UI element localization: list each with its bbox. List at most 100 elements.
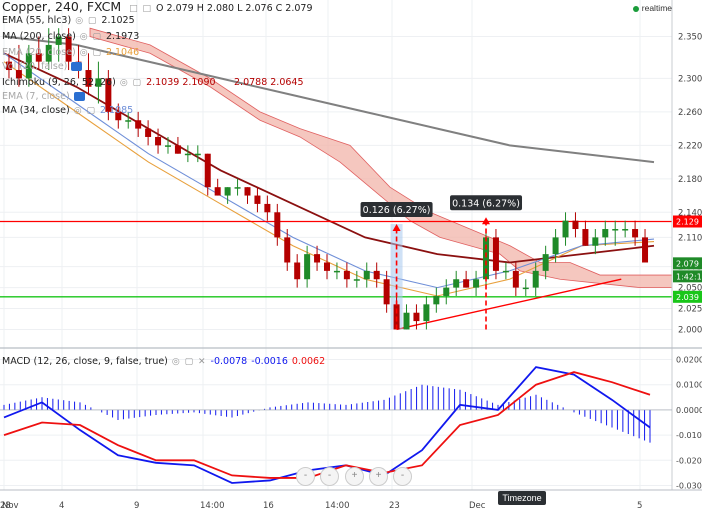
- price-label-text-support: 2.039: [676, 293, 699, 302]
- legend-ema55-label: EMA (55, hlc3): [2, 15, 72, 26]
- candle-body: [512, 270, 519, 288]
- legend-ma34[interactable]: MA (34, close) ◎ ▢ 2.1085: [2, 105, 133, 117]
- candle-body: [433, 295, 440, 305]
- legend-ema7[interactable]: EMA (7, close): [2, 91, 85, 103]
- candle-body: [15, 70, 22, 79]
- price-label-resistance: [673, 215, 702, 228]
- legend-buttons[interactable]: ◎ ▢: [73, 106, 96, 116]
- realtime-dot-icon: [632, 5, 639, 12]
- candle-body: [363, 270, 370, 280]
- macd-legend[interactable]: MACD (12, 26, close, 9, false, true) ◎ ▢ …: [2, 356, 325, 368]
- price-label-text-countdown: 1:42:15: [676, 272, 702, 281]
- legend-buttons[interactable]: ◎ ▢: [79, 48, 102, 58]
- zoom-out-button[interactable]: -: [320, 467, 339, 486]
- ma200-line: [3, 35, 655, 164]
- title-toolbar[interactable]: □ □: [129, 4, 153, 14]
- legend-ma34-label: MA (34, close): [2, 105, 70, 116]
- candle-body: [294, 262, 301, 280]
- legend-ema20[interactable]: EMA (20, close) ◎ ▢ 2.1046: [2, 47, 139, 59]
- candle-body: [572, 220, 579, 230]
- legend-ma200[interactable]: MA (200, close) ◎ ▢ 2.1973: [2, 31, 139, 43]
- candle-body: [65, 36, 72, 62]
- zoom-in-button[interactable]: +: [369, 467, 388, 486]
- candle-body: [194, 153, 201, 156]
- eye-icon[interactable]: [73, 92, 85, 101]
- measure-label-box: [450, 195, 523, 211]
- y-tick-label: 2.025: [678, 305, 702, 315]
- ohlc-readout: O 2.079 H 2.080 L 2.076 C 2.079: [156, 3, 313, 14]
- candle-body: [145, 128, 152, 137]
- macd-y-tick-label: -0.0200: [676, 456, 702, 465]
- y-tick-label: 2.350: [678, 33, 702, 43]
- legend-vol[interactable]: Vol (20, false): [2, 61, 83, 73]
- x-tick-label: 16: [263, 501, 274, 511]
- candle-body: [85, 70, 92, 87]
- x-tick-label: Nov: [2, 501, 19, 511]
- macd-y-tick-label: -0.0100: [676, 431, 702, 440]
- candle-body: [483, 237, 490, 280]
- measure-arrow-head: [482, 217, 491, 225]
- legend-ema20-value: 2.1046: [105, 47, 140, 58]
- y-tick-label: 2.300: [678, 74, 702, 84]
- candle-body: [413, 312, 420, 322]
- candle-body: [343, 270, 350, 280]
- candle-body: [234, 187, 241, 189]
- candle-body: [105, 78, 112, 112]
- candle-body: [542, 254, 549, 271]
- candle-body: [254, 195, 261, 204]
- candle-body: [473, 279, 480, 288]
- candle-body: [522, 287, 529, 290]
- reset-button[interactable]: +: [345, 467, 364, 486]
- legend-ichimoku-value: 2.1039 2.1090: [146, 77, 216, 88]
- candle-body: [55, 36, 62, 45]
- legend-ichimoku[interactable]: Ichimoku (9, 26, 52, 26) ◎ ▢ 2.1039 2.1090: [2, 77, 216, 89]
- candle-body: [95, 78, 102, 87]
- y-tick-label: 2.000: [678, 325, 702, 335]
- candle-body: [403, 312, 410, 330]
- trendline: [396, 278, 622, 331]
- macd-value: -0.0078: [210, 356, 248, 367]
- macd-y-tick-label: 0.0100: [676, 381, 702, 390]
- scroll-right-button[interactable]: -: [393, 467, 412, 486]
- candle-body: [214, 187, 221, 196]
- x-tick-label: Dec: [469, 501, 486, 511]
- candle-body: [333, 270, 340, 273]
- legend-ichimoku-label: Ichimoku (9, 26, 52, 26): [2, 77, 116, 88]
- price-label-text-resistance: 2.129: [676, 217, 699, 226]
- legend-buttons[interactable]: ◎ ▢: [79, 32, 102, 42]
- x-tick-label: 14:00: [325, 501, 350, 511]
- candle-body: [35, 53, 42, 62]
- candle-body: [274, 212, 281, 238]
- y-tick-label: 2.110: [678, 233, 702, 243]
- legend-buttons[interactable]: ◎ ▢ ✕: [171, 357, 207, 367]
- timezone-button[interactable]: Timezone: [498, 491, 546, 505]
- candle-body: [383, 279, 390, 305]
- legend-ma200-value: 2.1973: [106, 31, 140, 42]
- candle-body: [164, 145, 171, 147]
- legend-buttons[interactable]: ◎ ▢: [75, 16, 98, 26]
- macd-y-tick-label: 0.0000: [676, 406, 702, 415]
- candle-body: [642, 237, 649, 263]
- eye-icon[interactable]: [71, 62, 83, 71]
- candle-body: [244, 187, 251, 196]
- legend-buttons[interactable]: ◎ ▢: [119, 78, 143, 88]
- candle-body: [184, 153, 191, 156]
- candle-body: [324, 262, 330, 271]
- candle-body: [125, 120, 132, 122]
- x-tick-label: 28: [0, 501, 11, 511]
- scroll-left-button[interactable]: -: [296, 467, 315, 486]
- price-label-text-last-price: 2.079: [676, 259, 699, 268]
- candle-body: [5, 61, 12, 71]
- signal-line: [3, 371, 651, 479]
- candle-body: [174, 145, 181, 154]
- y-tick-label: 2.220: [678, 141, 702, 151]
- realtime-label: realtime: [641, 3, 672, 13]
- legend-ema55[interactable]: EMA (55, hlc3) ◎ ▢ 2.1025: [2, 15, 135, 27]
- candle-body: [602, 229, 609, 238]
- candle-body: [353, 279, 360, 281]
- candle-body: [532, 270, 539, 288]
- x-tick-label: 5: [637, 501, 642, 511]
- candle-body: [304, 254, 311, 280]
- measure-label-box: [360, 202, 433, 218]
